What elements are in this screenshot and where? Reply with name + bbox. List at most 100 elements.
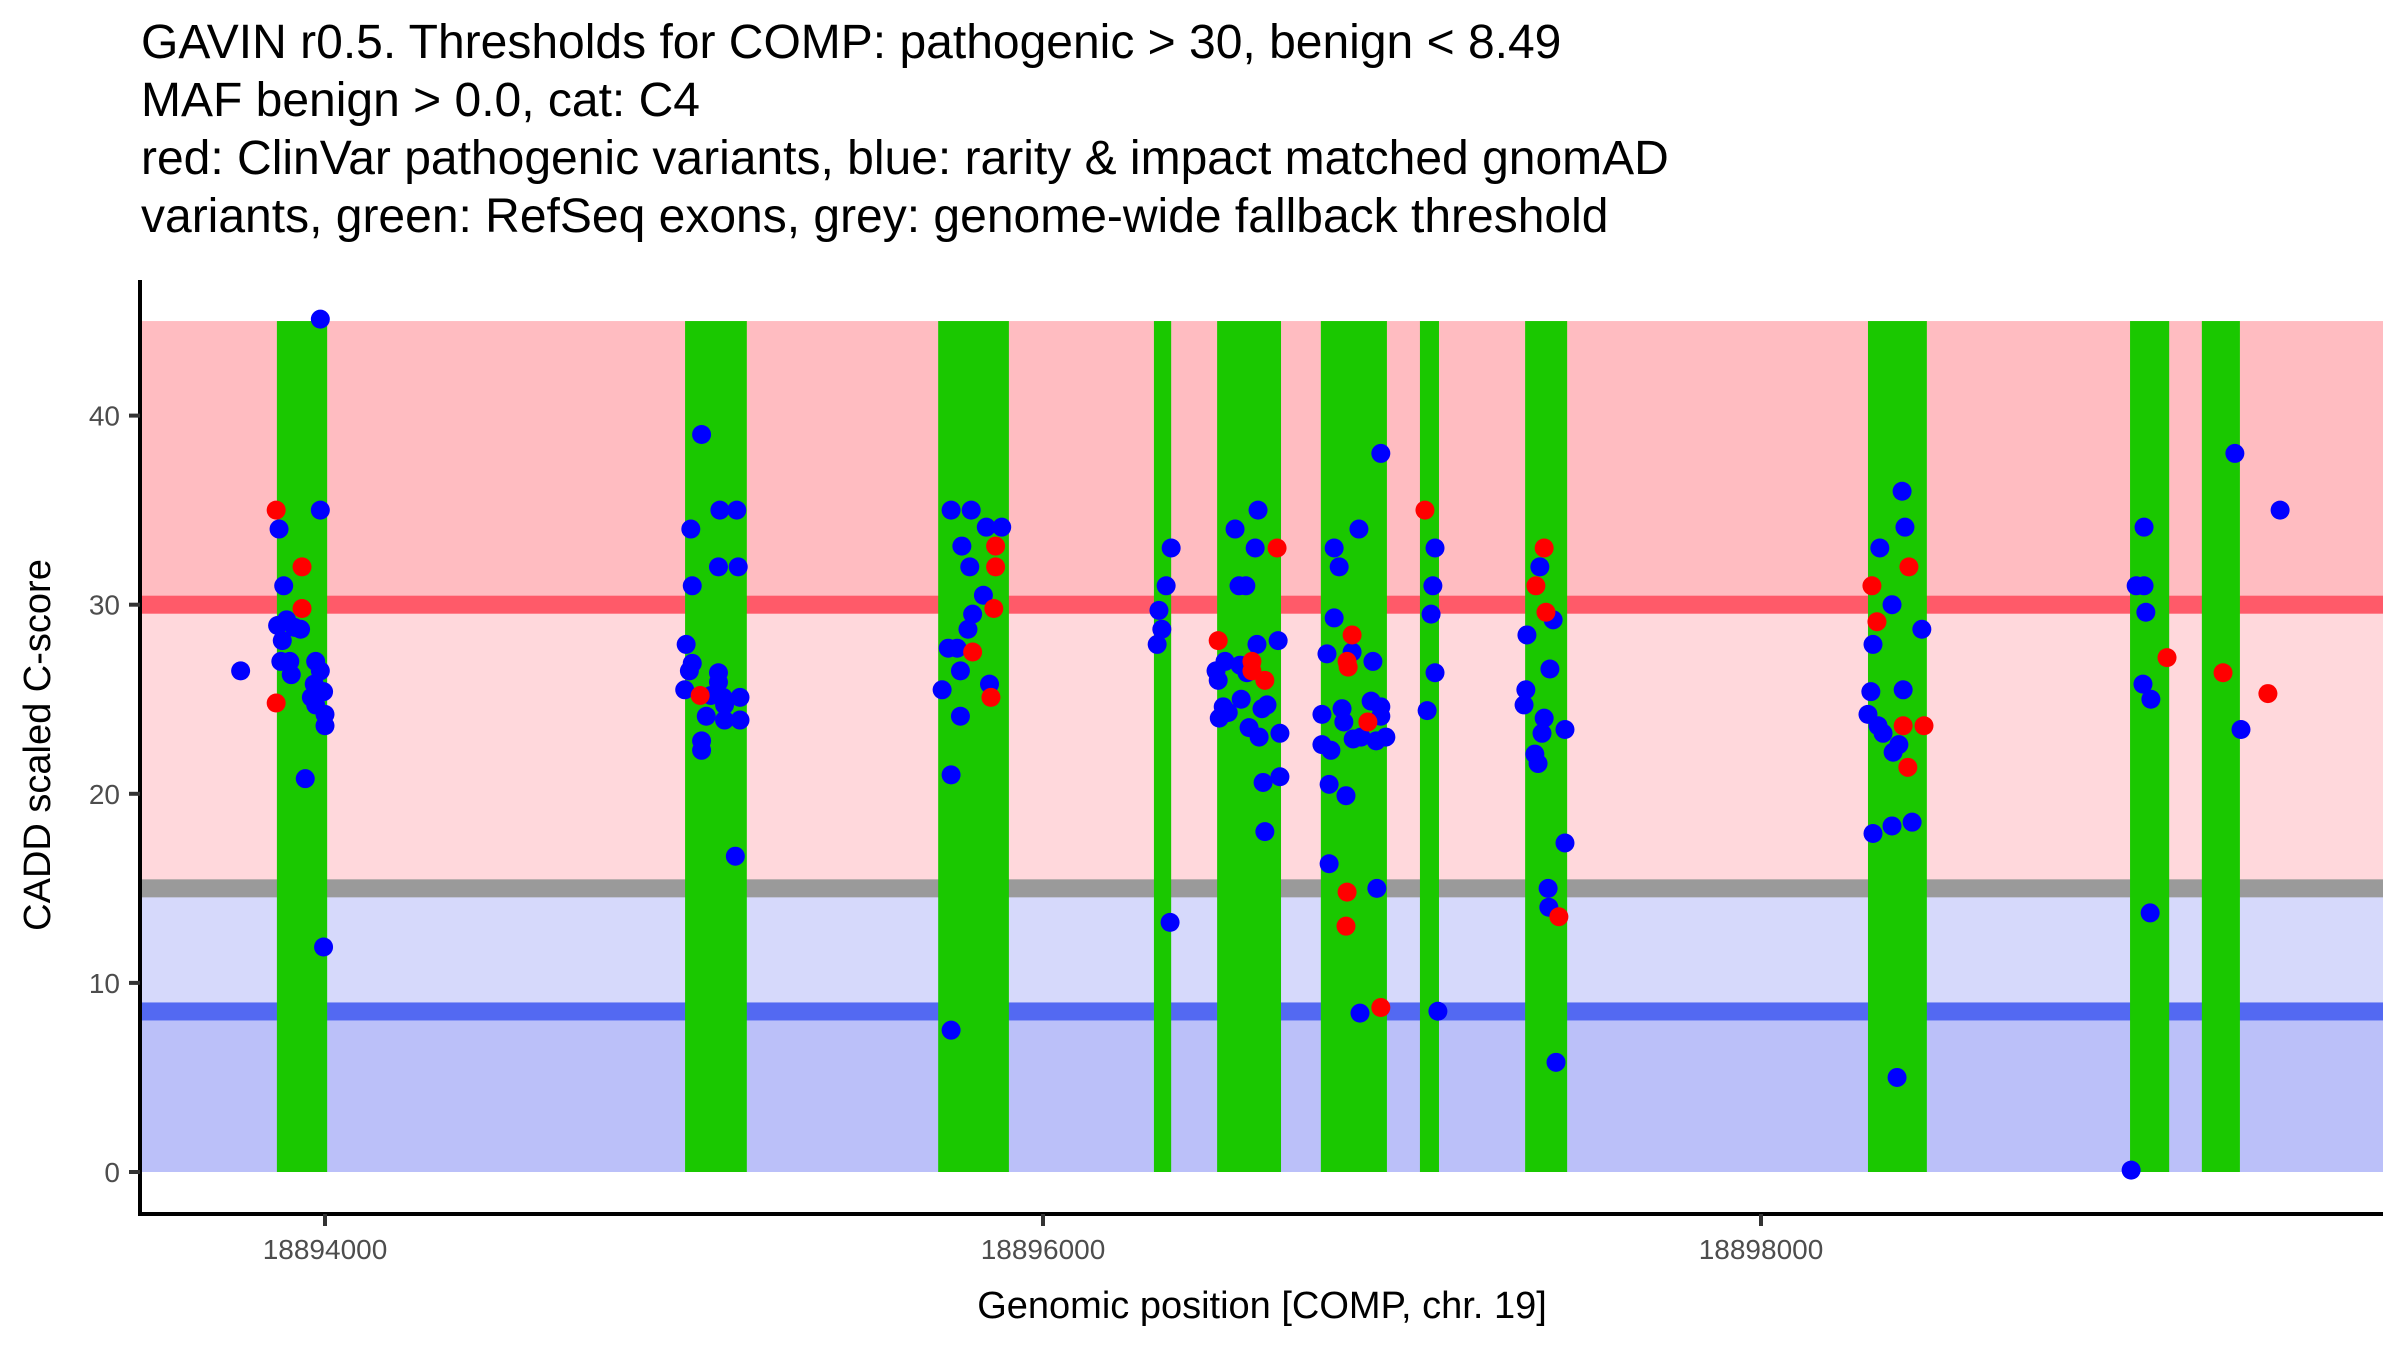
- clinvar-pathogenic-point: [2258, 684, 2278, 704]
- x-ticks: 18894000 18896000 18898000: [263, 1214, 1824, 1265]
- clinvar-pathogenic-point: [1358, 712, 1378, 732]
- gnomad-variant-point: [2134, 576, 2154, 596]
- gnomad-variant-point: [950, 661, 970, 681]
- gnomad-variant-point: [314, 937, 334, 957]
- gnomad-variant-point: [1252, 699, 1272, 719]
- gnomad-variant-point: [1528, 754, 1548, 774]
- gnomad-variant-point: [269, 519, 289, 539]
- gnomad-variant-point: [1421, 604, 1441, 624]
- gnomad-variant-point: [1428, 1001, 1448, 1021]
- axes: [138, 280, 2383, 1216]
- gnomad-variant-point: [1350, 1003, 1370, 1023]
- clinvar-pathogenic-point: [986, 557, 1006, 577]
- gnomad-variant-point: [1319, 854, 1339, 874]
- gnomad-variant-point: [1883, 742, 1903, 762]
- clinvar-pathogenic-point: [1208, 631, 1228, 651]
- clinvar-pathogenic-point: [292, 557, 312, 577]
- gnomad-variant-point: [932, 680, 952, 700]
- clinvar-pathogenic-point: [1338, 657, 1358, 677]
- y-tick-label: 20: [89, 779, 120, 810]
- clinvar-pathogenic-point: [981, 687, 1001, 707]
- gnomad-variant-point: [1253, 772, 1273, 792]
- gnomad-variant-point: [960, 557, 980, 577]
- clinvar-pathogenic-point: [266, 500, 286, 520]
- gnomad-variant-point: [715, 695, 735, 715]
- clinvar-pathogenic-point: [1914, 716, 1934, 736]
- gnomad-variant-point: [727, 500, 747, 520]
- x-tick-label: 18896000: [981, 1234, 1106, 1265]
- clinvar-pathogenic-point: [266, 693, 286, 713]
- clinvar-pathogenic-point: [986, 536, 1006, 556]
- gnomad-variant-point: [1902, 812, 1922, 832]
- gnomad-variant-point: [2134, 517, 2154, 537]
- x-tick-label: 18894000: [263, 1234, 388, 1265]
- gnomad-variant-point: [1863, 634, 1883, 654]
- gnomad-variant-point: [730, 687, 750, 707]
- gnomad-variant-point: [1334, 712, 1354, 732]
- clinvar-pathogenic-point: [1371, 997, 1391, 1017]
- gnomad-variant-point: [315, 716, 335, 736]
- gnomad-variant-point: [1514, 695, 1534, 715]
- clinvar-pathogenic-point: [1336, 916, 1356, 936]
- y-tick-label: 10: [89, 968, 120, 999]
- gnomad-variant-point: [310, 309, 330, 329]
- gnomad-variant-point: [1887, 1067, 1907, 1087]
- gnomad-variant-point: [295, 769, 315, 789]
- gnomad-variant-point: [692, 740, 712, 760]
- gnomad-variant-point: [1540, 659, 1560, 679]
- exon-bar: [1153, 321, 1172, 1172]
- gnomad-variant-point: [679, 661, 699, 681]
- gnomad-variant-point: [938, 638, 958, 658]
- gnomad-variant-point: [1538, 878, 1558, 898]
- gnomad-variant-point: [1161, 538, 1181, 558]
- gnomad-variant-point: [272, 631, 292, 651]
- gnomad-variant-point: [961, 500, 981, 520]
- gnomad-variant-point: [708, 557, 728, 577]
- gnomad-variant-point: [1895, 517, 1915, 537]
- gnomad-variant-point: [1336, 786, 1356, 806]
- gnomad-variant-point: [1317, 644, 1337, 664]
- gnomad-variant-point: [1912, 619, 1932, 639]
- y-tick-label: 30: [89, 590, 120, 621]
- clinvar-pathogenic-point: [292, 598, 312, 618]
- gnomad-variant-point: [1349, 519, 1369, 539]
- gnomad-variant-point: [963, 604, 983, 624]
- clinvar-pathogenic-point: [1549, 907, 1569, 927]
- gnomad-variant-point: [1236, 576, 1256, 596]
- x-axis-title: Genomic position [COMP, chr. 19]: [977, 1285, 1547, 1327]
- gnomad-variant-point: [682, 576, 702, 596]
- gnomad-variant-point: [231, 661, 251, 681]
- gnomad-variant-point: [1324, 608, 1344, 628]
- clinvar-pathogenic-point: [1898, 757, 1918, 777]
- clinvar-pathogenic-point: [1536, 602, 1556, 622]
- clinvar-pathogenic-point: [1267, 538, 1287, 558]
- y-tick-label: 0: [104, 1157, 120, 1188]
- gnomad-variant-point: [1225, 519, 1245, 539]
- gnomad-variant-point: [950, 706, 970, 726]
- gnomad-variant-point: [1534, 708, 1554, 728]
- x-tick-label: 18898000: [1699, 1234, 1824, 1265]
- gnomad-variant-point: [1270, 767, 1290, 787]
- gnomad-variant-point: [1873, 723, 1893, 743]
- gnomad-variant-point: [1351, 727, 1371, 747]
- gnomad-variant-point: [941, 1020, 961, 1040]
- clinvar-pathogenic-point: [1415, 500, 1435, 520]
- gnomad-variant-point: [1425, 538, 1445, 558]
- gnomad-variant-point: [1249, 727, 1269, 747]
- gnomad-variant-point: [1152, 619, 1172, 639]
- clinvar-pathogenic-point: [984, 598, 1004, 618]
- gnomad-variant-point: [291, 619, 311, 639]
- exon-bar: [1419, 321, 1439, 1172]
- clinvar-pathogenic-point: [1255, 670, 1275, 690]
- gnomad-variant-point: [2133, 674, 2153, 694]
- gnomad-variant-point: [1268, 631, 1288, 651]
- gnomad-variant-point: [2141, 689, 2161, 709]
- gnomad-variant-point: [1160, 912, 1180, 932]
- gnomad-variant-point: [2136, 602, 2156, 622]
- gnomad-variant-point: [1245, 538, 1265, 558]
- gnomad-variant-point: [274, 576, 294, 596]
- variant-points: [231, 309, 2290, 1180]
- gnomad-variant-point: [1329, 557, 1349, 577]
- gnomad-variant-point: [710, 500, 730, 520]
